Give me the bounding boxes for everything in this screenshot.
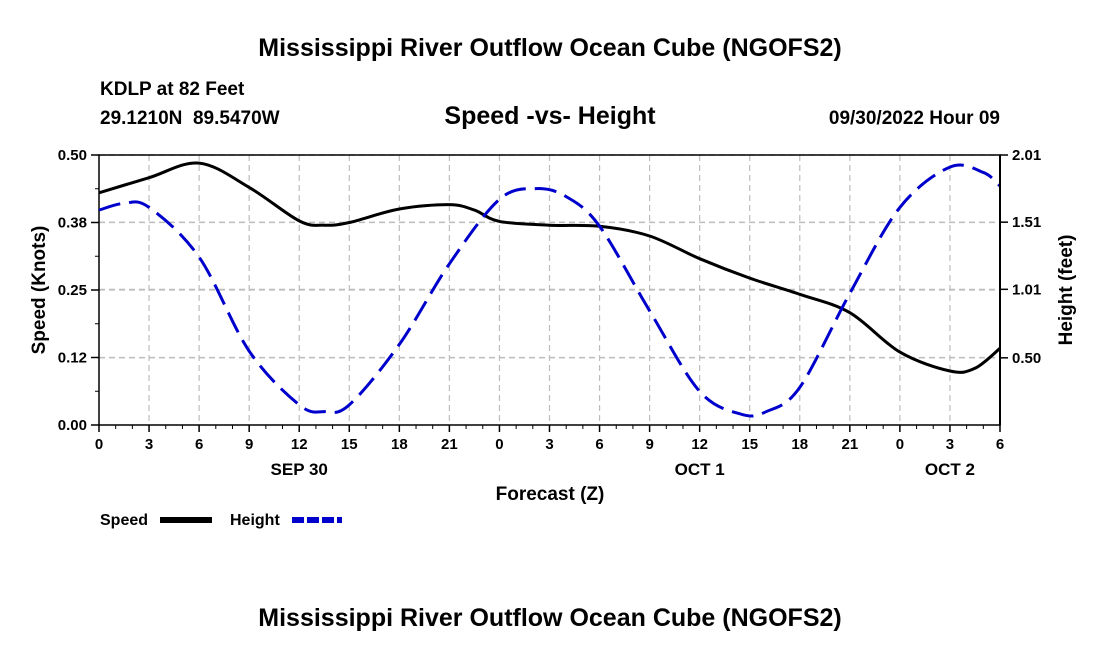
y-axis-left-title: Speed (Knots) (29, 226, 50, 355)
x-tick-label: 18 (791, 436, 808, 453)
y-right-tick-label: 2.01 (1012, 147, 1041, 164)
y-right-tick-label: 1.51 (1012, 214, 1041, 231)
y-right-tick-label: 1.01 (1012, 281, 1041, 298)
station-label: KDLP at 82 Feet (100, 79, 245, 100)
y-left-tick-label: 0.00 (58, 417, 87, 434)
x-tick-label: 3 (545, 436, 553, 453)
x-tick-label: 6 (996, 436, 1004, 453)
series-line-speed (98, 161, 1001, 374)
x-day-label: OCT 1 (675, 460, 725, 479)
x-axis-title: Forecast (Z) (496, 484, 605, 505)
x-tick-label: 9 (645, 436, 653, 453)
x-tick-label: 21 (441, 436, 458, 453)
legend: Speed Height (100, 512, 342, 529)
legend-height-label: Height (230, 512, 280, 529)
footer-title: Mississippi River Outflow Ocean Cube (NG… (258, 604, 841, 632)
x-tick-label: 0 (896, 436, 904, 453)
series-line-height (98, 163, 1002, 418)
y-left-tick-label: 0.12 (58, 350, 87, 367)
datetime-label: 09/30/2022 Hour 09 (829, 108, 1000, 129)
x-axis: 0 3 6 9 12 15 18 21 0 3 6 9 12 15 18 21 0 3 6 SEP 30 OCT 1 OC… (95, 425, 1004, 479)
x-tick-label: 9 (245, 436, 253, 453)
x-tick-label: 18 (391, 436, 408, 453)
x-day-label: SEP 30 (271, 460, 328, 479)
main-title: Mississippi River Outflow Ocean Cube (NG… (258, 34, 841, 62)
x-tick-label: 12 (691, 436, 708, 453)
y-axis-right: 0.50 1.01 1.51 2.01 (999, 147, 1041, 425)
x-tick-label: 21 (841, 436, 858, 453)
x-tick-label: 3 (946, 436, 954, 453)
x-day-label: OCT 2 (925, 460, 975, 479)
coordinates-label: 29.1210N 89.5470W (100, 108, 280, 129)
x-tick-label: 12 (291, 436, 308, 453)
y-left-tick-label: 0.50 (58, 147, 87, 164)
y-axis-right-title: Height (feet) (1056, 235, 1077, 346)
legend-speed-label: Speed (100, 512, 148, 529)
chart-subtitle: Speed -vs- Height (444, 102, 656, 130)
y-left-tick-label: 0.25 (58, 282, 87, 299)
x-tick-label: 15 (341, 436, 358, 453)
y-axis-left: 0.00 0.12 0.25 0.38 0.50 (58, 147, 99, 434)
x-tick-label: 15 (741, 436, 758, 453)
x-tick-label: 0 (95, 436, 103, 453)
y-right-tick-label: 0.50 (1012, 350, 1041, 367)
x-tick-label: 3 (145, 436, 153, 453)
x-tick-label: 6 (195, 436, 203, 453)
x-tick-label: 0 (495, 436, 503, 453)
grid-lines (99, 154, 1000, 425)
series-layer (98, 161, 1002, 418)
y-left-tick-label: 0.38 (58, 215, 87, 232)
x-tick-label: 6 (595, 436, 603, 453)
